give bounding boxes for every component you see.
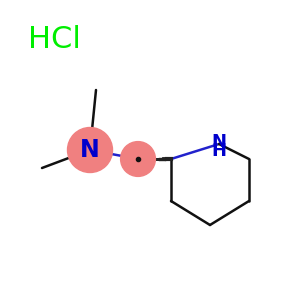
Text: HCl: HCl: [28, 25, 80, 53]
Text: N: N: [80, 138, 100, 162]
Text: H: H: [212, 142, 226, 160]
Circle shape: [68, 128, 112, 172]
Circle shape: [121, 142, 155, 176]
Text: N: N: [212, 133, 226, 151]
